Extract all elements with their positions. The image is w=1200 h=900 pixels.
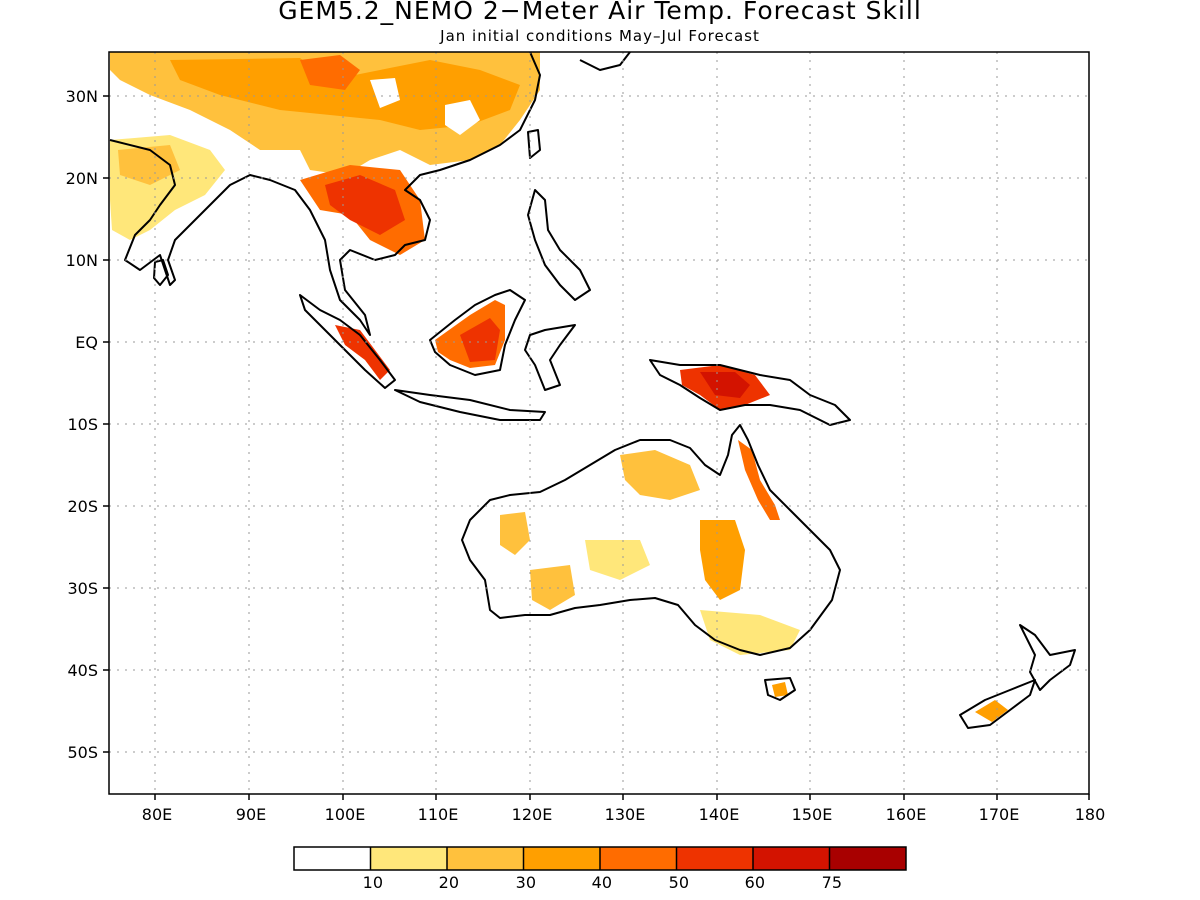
colorbar-label-30: 30	[516, 873, 536, 892]
colorbar-label-75: 75	[822, 873, 842, 892]
lat-tick-30n: 30N	[66, 87, 98, 106]
lon-tick-140e: 140E	[699, 805, 740, 824]
skill-spot-china-3	[370, 78, 400, 108]
tick-marks	[103, 95, 1090, 800]
lon-tick-120e: 120E	[512, 805, 553, 824]
skill-spot-borneo	[460, 318, 500, 362]
coastline-australia	[461, 424, 841, 656]
lon-tick-90e: 90E	[236, 805, 266, 824]
lat-tick-10s: 10S	[67, 415, 98, 434]
colorbar-bin-2	[447, 847, 524, 870]
lon-tick-160e: 160E	[886, 805, 927, 824]
lat-tick-20n: 20N	[66, 169, 98, 188]
plot-subtitle: Jan initial conditions May–Jul Forecast	[440, 27, 760, 45]
skill-region-australia-coast	[738, 440, 780, 520]
lat-tick-20s: 20S	[67, 497, 98, 516]
colorbar-label-20: 20	[439, 873, 459, 892]
coastline-sulawesi	[524, 324, 576, 391]
lat-tick-10n: 10N	[66, 251, 98, 270]
coastline-java	[394, 389, 546, 421]
colorbar-bin-7	[829, 847, 906, 870]
skill-spot-china-1	[300, 55, 360, 90]
skill-region-australia-south	[530, 565, 575, 610]
colorbar-bin-6	[753, 847, 830, 870]
lat-tick-40s: 40S	[67, 661, 98, 680]
coastline-taiwan	[527, 129, 541, 159]
coastline-asia	[109, 51, 541, 336]
colorbar-label-50: 50	[669, 873, 689, 892]
skill-region-australia-west	[500, 512, 530, 555]
lon-tick-130e: 130E	[605, 805, 646, 824]
lon-tick-180: 180	[1075, 805, 1106, 824]
lon-tick-100e: 100E	[325, 805, 366, 824]
skill-spot-india	[118, 145, 180, 185]
lat-tick-labels: 30N 20N 10N EQ 10S 20S 30S 40S 50S	[66, 87, 98, 762]
lon-tick-80e: 80E	[142, 805, 172, 824]
coastline-tasmania	[764, 677, 796, 701]
plot-title: GEM5.2_NEMO 2−Meter Air Temp. Forecast S…	[278, 0, 922, 25]
coastline-srilanka	[153, 259, 169, 286]
colorbar-label-10: 10	[363, 873, 383, 892]
skill-region-australia-central	[585, 540, 650, 580]
lat-tick-50s: 50S	[67, 743, 98, 762]
skill-region-australia-north	[620, 450, 700, 500]
lon-tick-110e: 110E	[418, 805, 459, 824]
lon-tick-labels: 80E 90E 100E 110E 120E 130E 140E 150E 16…	[142, 805, 1106, 824]
coastline-newguinea	[649, 359, 851, 426]
skill-spot-china-2	[445, 100, 480, 135]
colorbar-bin-3	[523, 847, 600, 870]
gridlines	[109, 52, 1089, 794]
colorbar-bin-5	[676, 847, 753, 870]
skill-spot-newguinea	[700, 372, 750, 398]
coastlines	[109, 51, 1076, 729]
coastline-japan	[579, 51, 631, 71]
lon-tick-170e: 170E	[979, 805, 1020, 824]
colorbar-label-60: 60	[745, 873, 765, 892]
coastline-newzealand-south	[959, 679, 1036, 729]
skill-region-sumatra	[335, 325, 390, 380]
skill-region-china-core	[170, 58, 520, 130]
lon-tick-150e: 150E	[792, 805, 833, 824]
colorbar-bin-0	[294, 847, 371, 870]
colorbar: 10 20 30 40 50 60 75	[293, 846, 907, 892]
skill-spot-indochina	[325, 175, 405, 235]
colorbar-bin-4	[600, 847, 677, 870]
skill-region-australia-east	[700, 520, 745, 600]
skill-region-tasmania	[772, 682, 788, 697]
lat-tick-eq: EQ	[75, 333, 98, 352]
colorbar-bin-1	[370, 847, 447, 870]
skill-shading	[110, 52, 1008, 722]
coastline-sumatra	[299, 294, 396, 389]
map-frame	[108, 51, 1090, 795]
colorbar-label-40: 40	[592, 873, 612, 892]
coastline-newzealand-north	[1019, 624, 1076, 691]
coastline-borneo	[429, 289, 526, 376]
skill-region-newzealand	[975, 700, 1008, 722]
coastline-philippines	[527, 189, 591, 301]
lat-tick-30s: 30S	[67, 579, 98, 598]
